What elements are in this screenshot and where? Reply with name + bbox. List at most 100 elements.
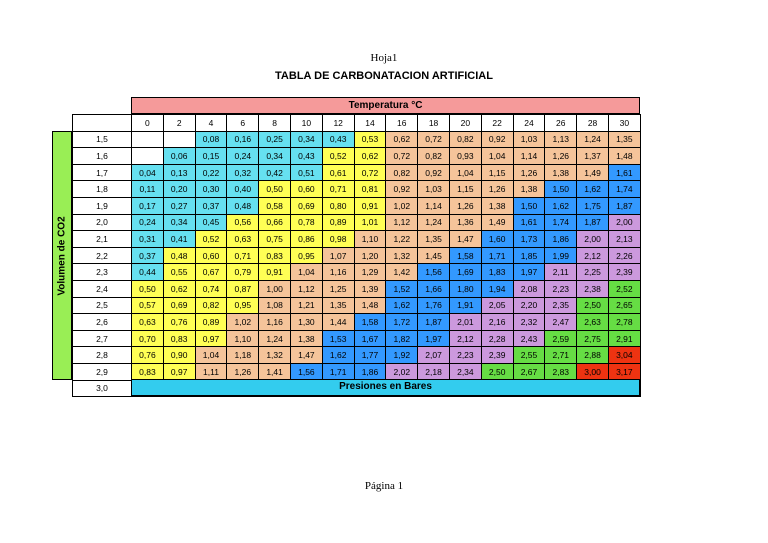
pressure-cell: 0,92 bbox=[417, 163, 450, 182]
table-row: 2,9 0,83 0,97 1,11 1,26 1,41 1,56 1,71 1,86 2,02 2… bbox=[72, 362, 641, 381]
pressure-cell: 1,80 bbox=[448, 279, 482, 298]
pressure-cell: 1,45 bbox=[417, 246, 450, 265]
temperature-cell: 18 bbox=[417, 114, 450, 132]
pressure-cell: 0,52 bbox=[321, 147, 355, 165]
pressure-cell: 1,26 bbox=[480, 180, 514, 198]
pressure-cell: 1,66 bbox=[417, 279, 450, 298]
pressure-cell: 0,74 bbox=[194, 279, 228, 298]
pressure-cell: 0,72 bbox=[353, 163, 387, 182]
pressure-cell: 2,11 bbox=[544, 263, 578, 281]
pressure-cell: 1,87 bbox=[417, 313, 450, 331]
table-row: 2,0 0,24 0,34 0,45 0,56 0,66 0,78 0,89 1,01 1,12 1… bbox=[72, 213, 641, 232]
pressure-cell: 0,61 bbox=[321, 163, 355, 182]
pressure-cell: 0,83 bbox=[162, 329, 196, 348]
table-row: 2,1 0,31 0,41 0,52 0,63 0,75 0,86 0,98 1,10 1,22 1… bbox=[72, 230, 641, 248]
pressure-cell: 2,52 bbox=[607, 279, 641, 298]
pressure-cell: 1,15 bbox=[480, 163, 514, 182]
pressure-cell: 0,62 bbox=[162, 279, 196, 298]
pressure-cell: 2,50 bbox=[480, 362, 514, 381]
pressure-cell: 1,71 bbox=[480, 246, 514, 265]
table-row: 2,7 0,70 0,83 0,97 1,10 1,24 1,38 1,53 1,67 1,82 1… bbox=[72, 329, 641, 348]
temperature-cell: 0 bbox=[131, 114, 164, 132]
pressure-cell: 0,51 bbox=[289, 163, 323, 182]
pressure-cell: 3,00 bbox=[576, 362, 609, 381]
pressure-cell: 2,43 bbox=[512, 329, 546, 348]
pressure-cell: 0,37 bbox=[194, 196, 228, 215]
pressure-cell: 0,93 bbox=[448, 147, 482, 165]
pressure-cell: 1,61 bbox=[607, 163, 641, 182]
temperature-cell: 12 bbox=[321, 114, 355, 132]
pressure-cell: 2,34 bbox=[448, 362, 482, 381]
table-row: 2,3 0,44 0,55 0,67 0,79 0,91 1,04 1,16 1,29 1,42 1… bbox=[72, 263, 641, 281]
pressure-cell: 1,01 bbox=[353, 213, 387, 232]
pressure-cell: 1,52 bbox=[385, 279, 419, 298]
pressure-cell: 0,30 bbox=[194, 180, 228, 198]
pressure-cell: 2,78 bbox=[607, 313, 641, 331]
pressure-cell: 1,25 bbox=[321, 279, 355, 298]
table-row: 2,6 0,63 0,76 0,89 1,02 1,16 1,30 1,44 1,58 1,72 1… bbox=[72, 313, 641, 331]
pressure-cell: 0,87 bbox=[226, 279, 260, 298]
pressure-cell: 1,20 bbox=[353, 246, 387, 265]
pressure-cell: 1,87 bbox=[607, 196, 641, 215]
pressure-cell: 0,48 bbox=[162, 246, 196, 265]
pressure-cell: 0,57 bbox=[131, 296, 164, 315]
pressure-cell: 1,83 bbox=[480, 263, 514, 281]
pressure-footer: Presiones en Bares bbox=[131, 379, 640, 396]
pressure-cell: 3,17 bbox=[607, 362, 641, 381]
volume-cell: 1,8 bbox=[72, 180, 132, 198]
pressure-cell: 1,15 bbox=[448, 180, 482, 198]
pressure-cell: 1,87 bbox=[576, 213, 609, 232]
pressure-cell: 1,35 bbox=[607, 130, 641, 149]
temperature-cell: 10 bbox=[289, 114, 323, 132]
pressure-cell: 1,47 bbox=[448, 230, 482, 248]
pressure-cell: 0,55 bbox=[162, 263, 196, 281]
pressure-cell: 0,48 bbox=[226, 196, 260, 215]
pressure-cell: 1,77 bbox=[353, 346, 387, 364]
pressure-cell: 1,50 bbox=[544, 180, 578, 198]
pressure-cell: 0,34 bbox=[289, 130, 323, 149]
pressure-cell: 2,13 bbox=[607, 230, 641, 248]
pressure-cell: 2,50 bbox=[576, 296, 609, 315]
pressure-cell: 0,32 bbox=[226, 163, 260, 182]
pressure-cell: 0,90 bbox=[162, 346, 196, 364]
pressure-cell: 1,36 bbox=[448, 213, 482, 232]
pressure-cell: 1,75 bbox=[576, 196, 609, 215]
pressure-cell: 1,47 bbox=[289, 346, 323, 364]
pressure-cell: 0,91 bbox=[258, 263, 291, 281]
volume-cell: 2,4 bbox=[72, 279, 132, 298]
pressure-cell: 2,88 bbox=[576, 346, 609, 364]
pressure-cell: 2,38 bbox=[576, 279, 609, 298]
volume-cell: 2,2 bbox=[72, 246, 132, 265]
pressure-cell: 1,97 bbox=[512, 263, 546, 281]
pressure-cell: 0,25 bbox=[258, 130, 291, 149]
pressure-cell: 0,69 bbox=[162, 296, 196, 315]
pressure-cell: 1,04 bbox=[194, 346, 228, 364]
pressure-cell: 1,97 bbox=[417, 329, 450, 348]
pressure-cell: 1,86 bbox=[353, 362, 387, 381]
temperature-cell: 22 bbox=[480, 114, 514, 132]
pressure-cell: 1,02 bbox=[385, 196, 419, 215]
volume-cell: 1,6 bbox=[72, 147, 132, 165]
pressure-cell: 1,74 bbox=[544, 213, 578, 232]
pressure-cell: 1,29 bbox=[353, 263, 387, 281]
pressure-cell: 0,22 bbox=[194, 163, 228, 182]
carbonation-table: 0 2 4 6 8 10 12 14 16 18 20 22 24 26 28 30 1,5 0,08 0,16 0,… bbox=[72, 114, 641, 398]
pressure-cell: 1,48 bbox=[353, 296, 387, 315]
temperature-cell: 8 bbox=[258, 114, 291, 132]
pressure-cell: 0,15 bbox=[194, 147, 228, 165]
volume-cell: 1,7 bbox=[72, 163, 132, 182]
pressure-cell: 1,10 bbox=[353, 230, 387, 248]
temperature-cell: 30 bbox=[607, 114, 641, 132]
pressure-cell: 0,72 bbox=[417, 130, 450, 149]
pressure-cell: 2,02 bbox=[385, 362, 419, 381]
pressure-cell: 1,04 bbox=[480, 147, 514, 165]
pressure-cell: 0,76 bbox=[162, 313, 196, 331]
temperature-cell: 28 bbox=[576, 114, 609, 132]
pressure-cell: 0,24 bbox=[131, 213, 164, 232]
pressure-cell: 1,56 bbox=[289, 362, 323, 381]
pressure-cell: 0,92 bbox=[480, 130, 514, 149]
temperature-cell: 6 bbox=[226, 114, 260, 132]
pressure-cell: 0,43 bbox=[321, 130, 355, 149]
pressure-cell: 1,42 bbox=[385, 263, 419, 281]
table-row: 2,8 0,76 0,90 1,04 1,18 1,32 1,47 1,62 1,77 1,92 2… bbox=[72, 346, 641, 364]
